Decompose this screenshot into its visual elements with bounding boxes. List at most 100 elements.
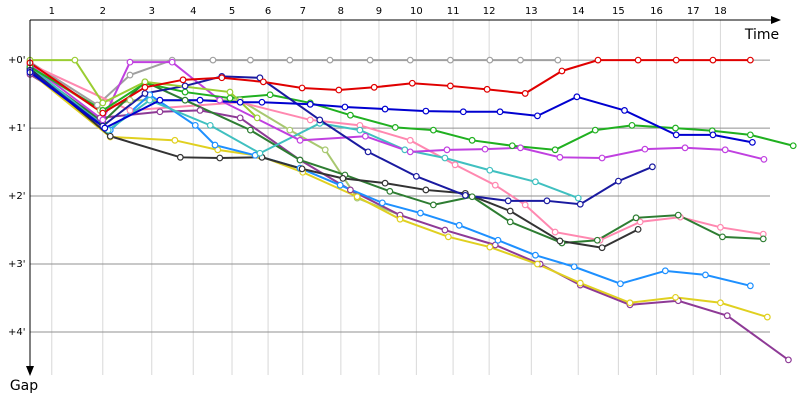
x-tick-label: 8 bbox=[338, 6, 344, 17]
data-point bbox=[486, 166, 494, 174]
data-point bbox=[422, 186, 430, 194]
data-point bbox=[534, 112, 541, 120]
data-point bbox=[531, 251, 539, 259]
data-point bbox=[71, 56, 79, 64]
x-tick-label: 3 bbox=[149, 6, 155, 17]
data-point bbox=[672, 124, 679, 132]
data-point bbox=[517, 144, 524, 152]
x-tick-label: 14 bbox=[572, 6, 585, 17]
data-point bbox=[621, 107, 628, 114]
data-point bbox=[594, 56, 602, 64]
data-point bbox=[391, 124, 399, 131]
data-point bbox=[179, 76, 187, 84]
y-tick-label: +0' bbox=[8, 55, 26, 66]
data-point bbox=[468, 136, 476, 144]
data-point bbox=[534, 260, 541, 268]
data-point bbox=[441, 154, 449, 162]
data-point bbox=[709, 56, 717, 64]
series-line bbox=[30, 59, 258, 119]
data-point bbox=[93, 101, 101, 109]
data-point bbox=[661, 267, 669, 275]
data-point bbox=[378, 199, 386, 207]
data-point bbox=[396, 215, 404, 223]
data-point bbox=[141, 83, 149, 91]
data-point bbox=[504, 197, 512, 205]
data-point bbox=[181, 88, 189, 96]
data-point bbox=[381, 179, 389, 187]
data-point bbox=[634, 56, 642, 64]
data-point bbox=[326, 56, 334, 64]
data-point bbox=[146, 96, 154, 104]
x-tick-label: 1 bbox=[49, 6, 55, 17]
data-point bbox=[508, 142, 516, 150]
data-point bbox=[483, 85, 491, 93]
grid bbox=[30, 20, 770, 375]
data-point bbox=[521, 201, 529, 209]
data-point bbox=[209, 56, 217, 64]
x-tick-label: 9 bbox=[376, 6, 382, 17]
data-point bbox=[353, 193, 361, 201]
data-point bbox=[286, 126, 294, 134]
data-point bbox=[573, 93, 581, 101]
data-point bbox=[386, 187, 394, 195]
data-point bbox=[361, 132, 369, 140]
data-point bbox=[759, 235, 767, 243]
data-point bbox=[296, 136, 304, 144]
data-point bbox=[614, 177, 622, 185]
data-point bbox=[486, 243, 494, 251]
data-point bbox=[370, 83, 378, 91]
y-axis-title: Gap bbox=[10, 378, 38, 394]
data-point bbox=[417, 209, 424, 217]
series-line bbox=[29, 65, 401, 217]
data-point bbox=[506, 207, 514, 215]
data-point bbox=[641, 145, 649, 153]
data-point bbox=[598, 244, 606, 252]
data-point bbox=[521, 90, 529, 97]
x-tick-label: 15 bbox=[612, 6, 625, 17]
data-point bbox=[517, 56, 524, 64]
data-point bbox=[406, 56, 414, 64]
data-point bbox=[576, 279, 584, 287]
data-point bbox=[721, 146, 729, 154]
data-point bbox=[181, 96, 189, 104]
data-point bbox=[468, 193, 476, 201]
data-point bbox=[401, 146, 409, 154]
data-point bbox=[176, 153, 184, 161]
data-point bbox=[723, 312, 731, 320]
data-point bbox=[531, 178, 539, 186]
data-point bbox=[674, 211, 682, 219]
data-point bbox=[636, 218, 644, 226]
data-point bbox=[746, 282, 754, 290]
lines bbox=[29, 59, 794, 361]
x-tick-label: 13 bbox=[525, 6, 538, 17]
data-point bbox=[196, 96, 204, 104]
data-point bbox=[570, 263, 578, 271]
data-point bbox=[366, 56, 374, 64]
data-point bbox=[156, 96, 164, 104]
data-point bbox=[576, 200, 584, 208]
data-point bbox=[441, 226, 449, 234]
x-tick-label: 7 bbox=[300, 6, 306, 17]
data-point bbox=[218, 74, 226, 82]
x-tick-label: 10 bbox=[410, 6, 423, 17]
data-point bbox=[574, 194, 582, 202]
dots bbox=[26, 56, 797, 364]
data-point bbox=[356, 126, 364, 134]
data-point bbox=[246, 126, 254, 134]
data-point bbox=[632, 214, 640, 222]
x-tick-label: 11 bbox=[447, 6, 460, 17]
data-point bbox=[422, 107, 430, 115]
data-point bbox=[216, 154, 224, 162]
series-line bbox=[29, 65, 579, 200]
data-point bbox=[216, 96, 224, 104]
data-point bbox=[672, 56, 680, 64]
y-tick-label: +2' bbox=[8, 191, 26, 202]
data-point bbox=[789, 142, 797, 150]
data-point bbox=[226, 88, 234, 96]
y-tick-label: +1' bbox=[8, 123, 26, 134]
data-point bbox=[746, 131, 754, 139]
data-point bbox=[258, 98, 266, 106]
data-point bbox=[719, 233, 726, 241]
data-point bbox=[346, 111, 354, 119]
data-point bbox=[429, 201, 437, 209]
